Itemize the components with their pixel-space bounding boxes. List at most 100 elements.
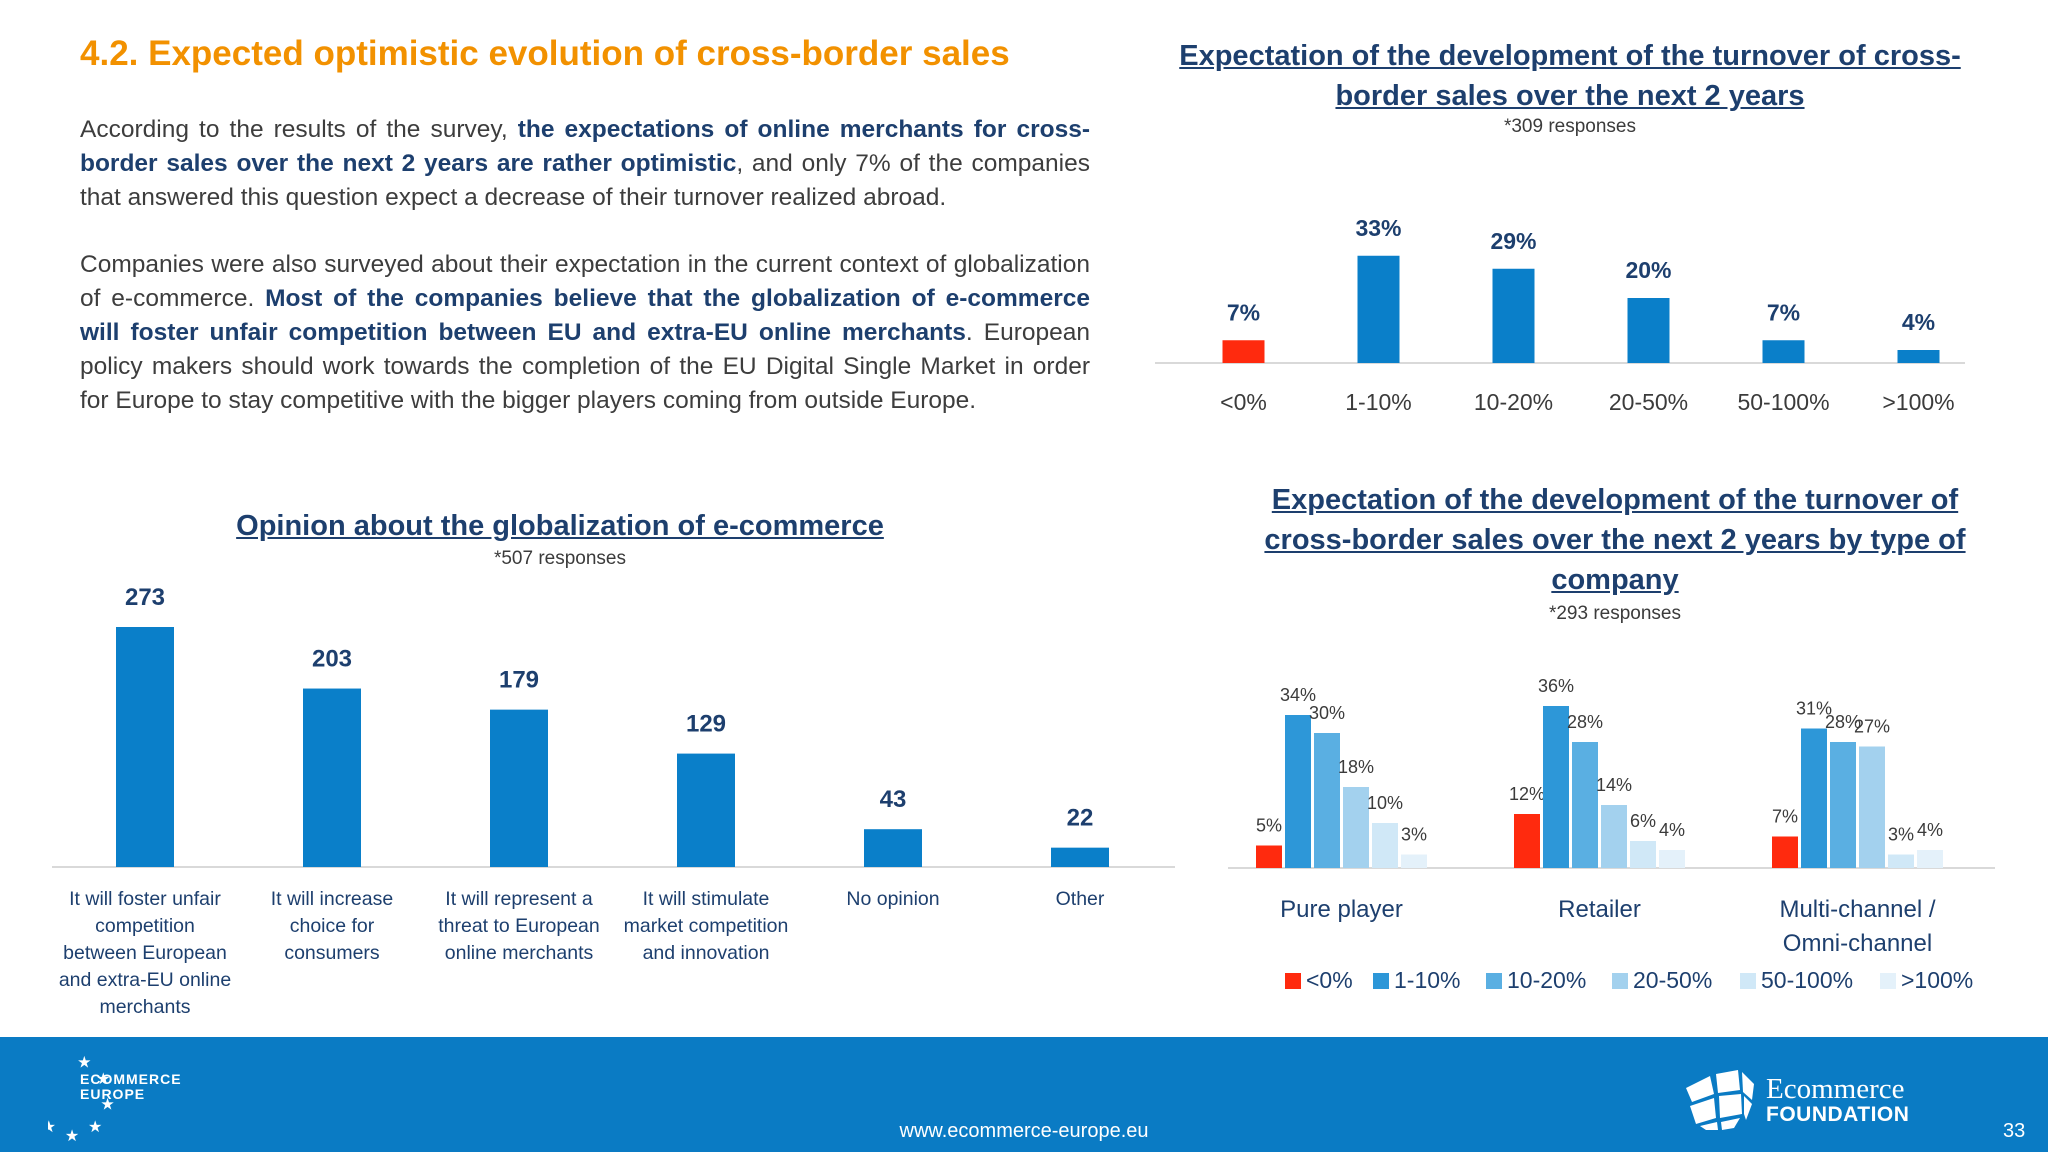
page-number: 33 (2003, 1120, 2026, 1142)
by-type-tick-label: Multi-channel / (1779, 896, 1935, 923)
legend-label: 1-10% (1394, 967, 1460, 993)
ecommerce-europe-logo: ECOMMERCE EUROPE (80, 1071, 182, 1102)
page-heading: 4.2. Expected optimistic evolution of cr… (80, 34, 1010, 73)
legend-swatch (1373, 973, 1389, 989)
legend-label: >100% (1901, 967, 1973, 993)
by-type-data-label: 28% (1567, 712, 1603, 732)
intro-paragraph: According to the results of the survey, … (80, 116, 1090, 211)
turnover-data-label: 4% (1902, 309, 1935, 335)
by-type-bar (1572, 742, 1598, 868)
ecommerce-foundation-logo: Ecommerce (1766, 1073, 1905, 1105)
by-type-data-label: 36% (1538, 676, 1574, 696)
by-type-data-label: 4% (1659, 820, 1685, 840)
star-shape: ★ (77, 1054, 91, 1071)
by-type-data-label: 18% (1338, 757, 1374, 777)
legend-swatch (1880, 973, 1896, 989)
by-type-data-label: 31% (1796, 699, 1832, 719)
globalization-tick-label: market competition (624, 915, 789, 937)
legend-label: 20-50% (1633, 967, 1712, 993)
by-type-chart-subtitle: *293 responses (1548, 603, 1682, 624)
by-type-data-label: 3% (1888, 825, 1914, 845)
by-type-bar (1917, 850, 1943, 868)
turnover-data-label: 33% (1355, 215, 1401, 241)
globalization-chart-title: Opinion about the globalization of e-com… (236, 510, 884, 542)
globalization-bar (116, 627, 174, 867)
turnover-tick-label: 1-10% (1345, 389, 1411, 415)
globalization-tick-label: competition (95, 915, 195, 937)
by-type-data-label: 6% (1630, 811, 1656, 831)
by-type-bar (1888, 854, 1914, 868)
legend-swatch (1486, 973, 1502, 989)
globalization-tick-label: threat to European (438, 915, 600, 937)
footer-url[interactable]: www.ecommerce-europe.eu (899, 1120, 1149, 1142)
globalization-bar (677, 753, 735, 867)
legend-label: 10-20% (1507, 967, 1586, 993)
by-type-bar (1859, 746, 1885, 868)
globalization-tick-label: online merchants (445, 942, 594, 964)
turnover-tick-label: <0% (1220, 389, 1267, 415)
globalization-tick-label: and innovation (643, 942, 770, 964)
globalization-tick-label: It will stimulate (643, 888, 770, 910)
globe-icon (1686, 1070, 1754, 1130)
globalization-bar (490, 709, 548, 867)
turnover-bar (1627, 298, 1670, 363)
by-type-data-label: 14% (1596, 775, 1632, 795)
globalization-tick-label: choice for (290, 915, 375, 937)
legend-label: 50-100% (1761, 967, 1853, 993)
globalization-data-label: 179 (499, 667, 539, 694)
star-shape: ★ (100, 1097, 114, 1114)
by-type-bar (1801, 728, 1827, 868)
globalization-data-label: 273 (125, 584, 165, 611)
star-shape: ★ (65, 1128, 79, 1145)
by-type-chart-title: Expectation of the development of the tu… (1264, 484, 1966, 596)
globalization-tick-label: merchants (99, 996, 190, 1018)
globalization-bar (864, 829, 922, 867)
turnover-data-label: 7% (1767, 299, 1800, 325)
turnover-tick-label: >100% (1882, 389, 1954, 415)
by-type-bar (1601, 805, 1627, 868)
by-type-data-label: 7% (1772, 807, 1798, 827)
turnover-bar (1762, 340, 1805, 363)
turnover-bar (1897, 350, 1940, 363)
legend-swatch (1612, 973, 1628, 989)
legend-label: <0% (1306, 967, 1353, 993)
globalization-paragraph: Companies were also surveyed about their… (80, 251, 1090, 414)
turnover-chart-title: Expectation of the development of the tu… (1179, 40, 1961, 112)
by-type-bar (1372, 823, 1398, 868)
turnover-tick-label: 10-20% (1474, 389, 1553, 415)
globalization-tick-label: Other (1056, 888, 1105, 910)
turnover-tick-label: 20-50% (1609, 389, 1688, 415)
globalization-data-label: 43 (880, 786, 907, 813)
by-type-tick-label: Pure player (1280, 896, 1403, 923)
globalization-data-label: 203 (312, 646, 352, 673)
globalization-bar (1051, 847, 1109, 867)
by-type-data-label: 4% (1917, 820, 1943, 840)
by-type-data-label: 30% (1309, 703, 1345, 723)
globalization-data-label: 129 (686, 711, 726, 738)
by-type-data-label: 3% (1401, 825, 1427, 845)
globalization-tick-label: between European (63, 942, 227, 964)
ecommerce-foundation-logo-sub: FOUNDATION (1766, 1103, 1910, 1126)
globalization-tick-label: and extra-EU online (59, 969, 231, 991)
globalization-chart-subtitle: *507 responses (493, 548, 627, 569)
turnover-bar (1357, 255, 1400, 363)
by-type-bar (1543, 706, 1569, 868)
globalization-tick-label: No opinion (846, 888, 939, 910)
by-type-data-label: 27% (1854, 717, 1890, 737)
turnover-chart: 7% <0% 33% 1-10% 29% 10-20% 20% 20-50% 7% 50-100%… (1155, 215, 1965, 415)
by-type-bar (1314, 733, 1340, 868)
globalization-tick-label: consumers (284, 942, 380, 964)
by-type-bar (1256, 845, 1282, 868)
turnover-tick-label: 50-100% (1737, 389, 1829, 415)
by-type-data-label: 34% (1280, 685, 1316, 705)
by-type-data-label: 28% (1825, 712, 1861, 732)
turnover-data-label: 20% (1625, 257, 1671, 283)
turnover-data-label: 29% (1490, 228, 1536, 254)
by-type-bar (1830, 742, 1856, 868)
by-type-bar (1659, 850, 1685, 868)
turnover-chart-subtitle: *309 responses (1503, 116, 1637, 137)
by-type-tick-label: Omni-channel (1783, 930, 1932, 957)
legend-swatch (1740, 973, 1756, 989)
turnover-data-label: 7% (1227, 299, 1260, 325)
by-type-data-label: 5% (1256, 816, 1282, 836)
